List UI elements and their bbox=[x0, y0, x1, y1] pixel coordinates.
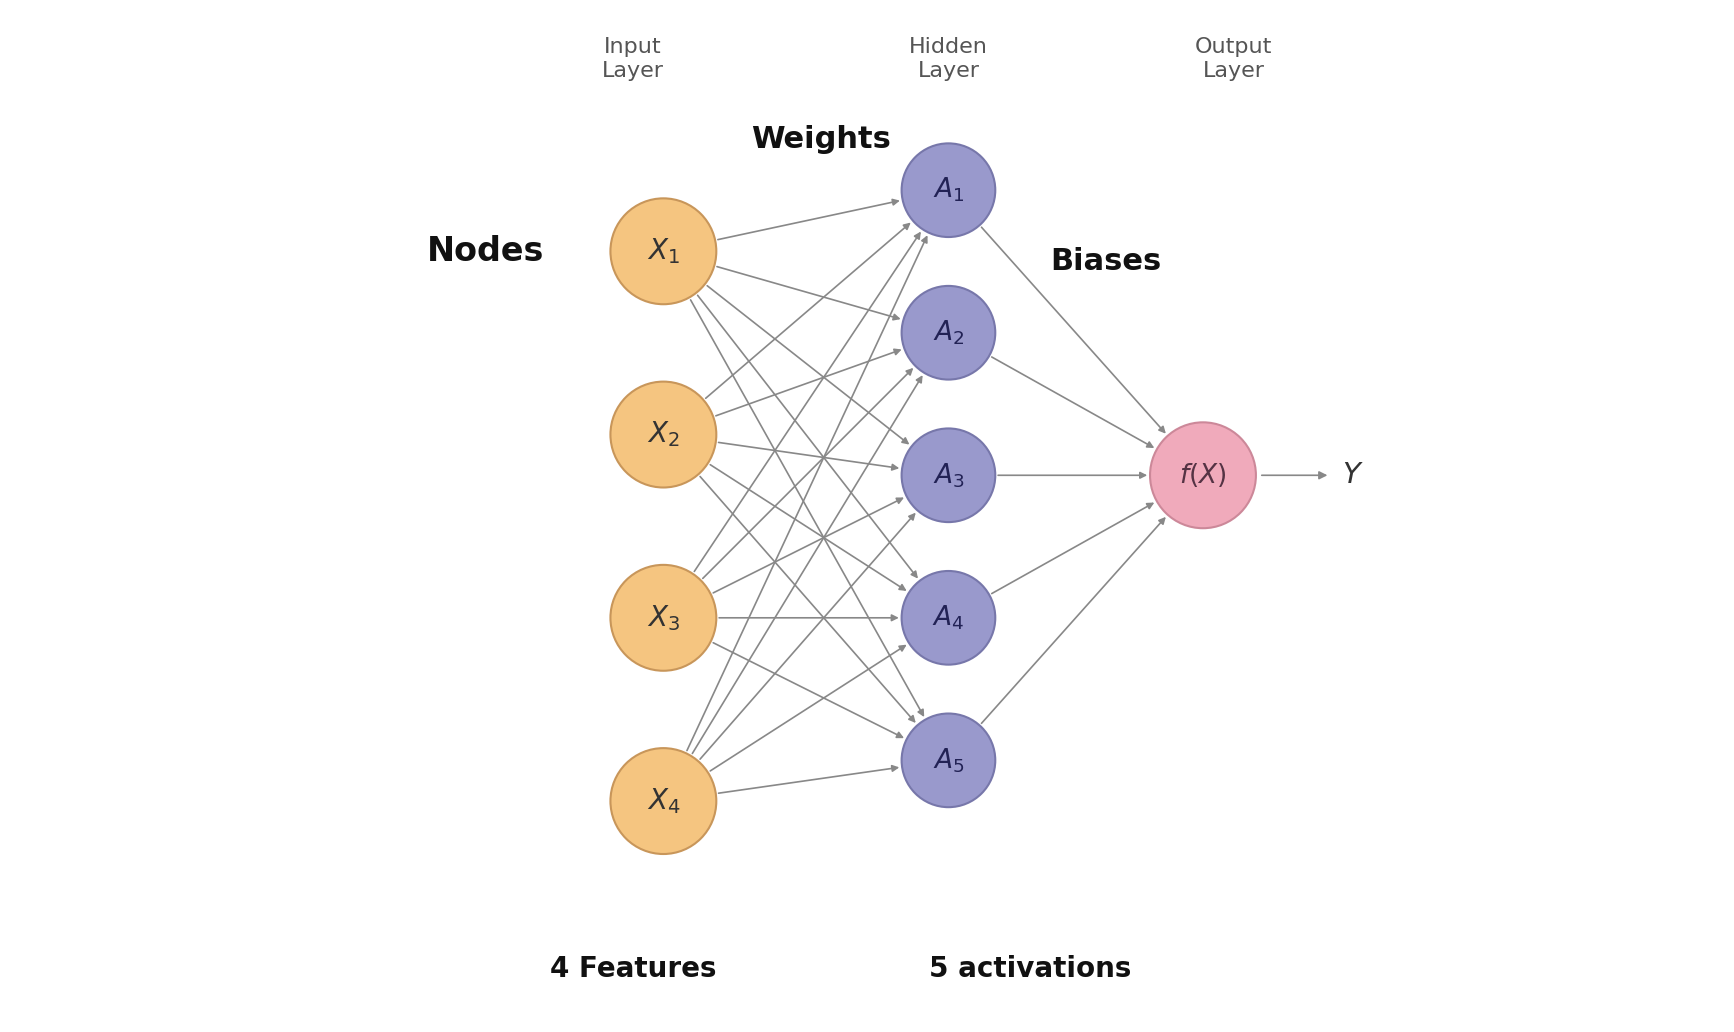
Text: $A_4$: $A_4$ bbox=[933, 604, 964, 632]
Ellipse shape bbox=[610, 382, 716, 487]
Text: Hidden
Layer: Hidden Layer bbox=[909, 37, 988, 80]
Text: $X_2$: $X_2$ bbox=[647, 420, 680, 450]
Ellipse shape bbox=[902, 713, 995, 807]
Text: $A_2$: $A_2$ bbox=[933, 319, 964, 347]
Ellipse shape bbox=[610, 565, 716, 671]
Ellipse shape bbox=[610, 198, 716, 304]
Text: $X_3$: $X_3$ bbox=[647, 603, 680, 633]
Ellipse shape bbox=[902, 286, 995, 380]
Ellipse shape bbox=[902, 428, 995, 522]
Text: 5 activations: 5 activations bbox=[929, 955, 1131, 983]
Text: 4 Features: 4 Features bbox=[550, 955, 716, 983]
Text: $f(X)$: $f(X)$ bbox=[1179, 461, 1226, 489]
Text: $A_3$: $A_3$ bbox=[933, 461, 964, 489]
Text: $A_1$: $A_1$ bbox=[933, 175, 964, 204]
Text: Nodes: Nodes bbox=[427, 235, 544, 267]
Ellipse shape bbox=[902, 143, 995, 237]
Ellipse shape bbox=[902, 571, 995, 665]
Text: $X_1$: $X_1$ bbox=[647, 236, 680, 266]
Text: Biases: Biases bbox=[1051, 247, 1162, 276]
Text: Weights: Weights bbox=[751, 125, 891, 154]
Text: $A_5$: $A_5$ bbox=[933, 746, 964, 775]
Text: Output
Layer: Output Layer bbox=[1195, 37, 1273, 80]
Text: $Y$: $Y$ bbox=[1342, 461, 1365, 489]
Ellipse shape bbox=[1150, 422, 1255, 528]
Text: Input
Layer: Input Layer bbox=[602, 37, 664, 80]
Text: $X_4$: $X_4$ bbox=[647, 786, 680, 816]
Ellipse shape bbox=[610, 748, 716, 854]
